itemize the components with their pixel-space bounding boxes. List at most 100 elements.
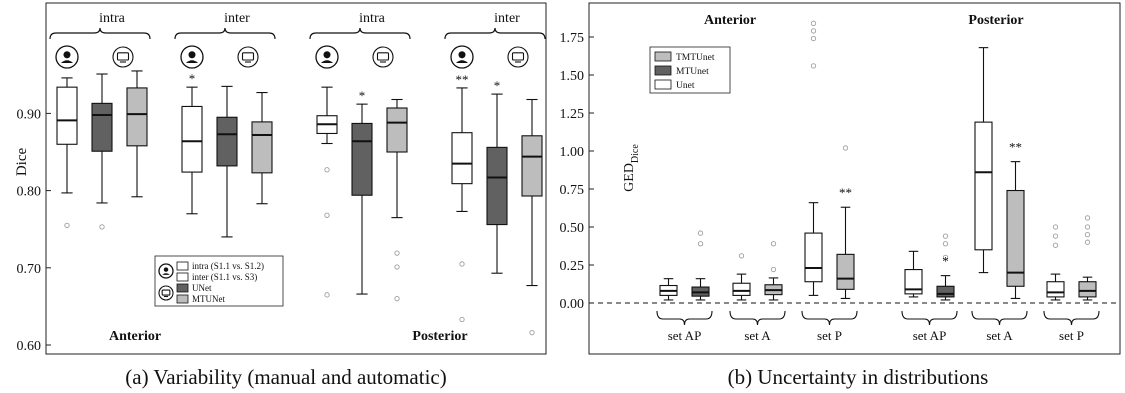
person-icon (315, 45, 339, 69)
panel-a-y-axis: 0.60 0.70 0.80 0.90 (17, 107, 51, 354)
outlier-point (394, 250, 400, 256)
panel-b-section-posterior: Posterior (968, 13, 1023, 28)
person-icon (450, 45, 474, 69)
y-tick-label: 0.70 (17, 262, 42, 277)
outlier-point (810, 28, 817, 34)
legend-swatch (176, 261, 189, 271)
outlier-point (64, 222, 70, 228)
box-iqr (804, 232, 823, 283)
legend-swatch (654, 51, 672, 62)
box-plot (521, 98, 543, 336)
significance-marker: * (494, 78, 501, 93)
person-icon (158, 263, 174, 279)
significance-marker: * (359, 88, 366, 103)
box-plot (691, 230, 710, 301)
group-label: set A (986, 328, 1013, 343)
outlier-point (942, 241, 949, 247)
group-label: inter (224, 11, 250, 26)
panel-b-group-labels: set AP set A set P set AP set A set P (656, 310, 1100, 343)
box-iqr (836, 253, 855, 290)
outlier-point (770, 241, 777, 247)
box-iqr (251, 121, 273, 174)
outlier-point (738, 253, 745, 259)
person-icon-body (185, 60, 199, 64)
outlier-point (529, 329, 535, 336)
group-label: set P (817, 328, 842, 343)
box-plot: ** (451, 72, 473, 323)
box-iqr (1078, 281, 1097, 298)
box-plot: ** (836, 145, 855, 299)
outlier-point (810, 35, 817, 42)
box-plot (316, 86, 338, 298)
group-brace (444, 27, 546, 40)
box-plot (764, 241, 783, 301)
person-icon-head (458, 51, 466, 59)
box-iqr (521, 135, 543, 197)
person-icon (55, 45, 79, 69)
box-plot (659, 278, 678, 301)
box-plot (126, 70, 148, 198)
outlier-point (810, 20, 817, 26)
legend-label: Unet (676, 81, 695, 91)
panel-b-legend: TMTUnet MTUnet Unet (649, 46, 731, 94)
outlier-point (1084, 215, 1091, 221)
box-plot (91, 73, 113, 230)
significance-marker: ** (456, 72, 469, 87)
outlier-point (1084, 224, 1091, 230)
box-iqr (486, 146, 508, 226)
outlier-point (459, 261, 465, 267)
box-iqr (974, 121, 993, 251)
panel-b-y-axis: 0.00 0.25 0.50 0.75 1.00 1.25 1.50 1.75 (560, 31, 1120, 312)
group-label: set P (1059, 328, 1084, 343)
outlier-point (1084, 231, 1091, 238)
caption-a: (a) Variability (manual and automatic) (125, 365, 447, 389)
outlier-point (1052, 242, 1059, 248)
outlier-point (810, 63, 817, 69)
person-icon-head (63, 51, 71, 59)
y-tick-label: 0.50 (560, 221, 585, 236)
box-iqr (1006, 189, 1025, 287)
outlier-point (394, 264, 400, 270)
panel-a-legend: intra (S1.1 vs. S1.2)inter (S1.1 vs. S3)… (154, 255, 284, 307)
significance-marker: * (189, 71, 196, 86)
computer-icon (372, 46, 394, 68)
computer-icon-screen (511, 52, 525, 61)
person-icon-head (163, 267, 169, 272)
group-label: intra (99, 11, 125, 26)
legend-label: intra (S1.1 vs. S1.2) (192, 261, 264, 271)
outlier-point (770, 266, 777, 273)
box-plot (732, 253, 751, 301)
caption-b: (b) Uncertainty in distributions (728, 365, 989, 389)
box-plot: * (486, 78, 508, 274)
panel-b-uncertainty: GEDDice 0.00 0.25 0.50 0.75 1.00 1.25 1.50 1.75… (560, 2, 1121, 355)
outlier-point (842, 145, 849, 151)
group-label: intra (359, 11, 385, 26)
significance-marker: ** (839, 185, 852, 200)
group-label: inter (494, 11, 520, 26)
box-plot (904, 250, 923, 298)
outlier-point (324, 292, 330, 298)
person-icon-body (455, 60, 469, 64)
box-iqr (91, 102, 113, 152)
outlier-point (324, 212, 330, 218)
box-plot (1078, 215, 1097, 301)
outlier-point (697, 241, 704, 247)
legend-swatch (176, 294, 189, 304)
box-iqr (216, 116, 238, 167)
panel-a-section-posterior: Posterior (412, 329, 467, 344)
outlier-point (1052, 233, 1059, 239)
y-tick-label: 1.25 (560, 107, 585, 122)
panel-b-section-anterior: Anterior (704, 13, 756, 28)
legend-frame (154, 255, 284, 307)
box-iqr (181, 105, 203, 173)
outlier-point (99, 224, 105, 230)
legend-swatch (176, 283, 189, 293)
legend-label: MTUNet (192, 294, 225, 304)
panel-b-frame (588, 2, 1121, 355)
outlier-point (942, 233, 949, 239)
panel-a-ylabel: Dice (14, 148, 30, 177)
legend-swatch (654, 65, 672, 76)
y-tick-label: 0.25 (560, 259, 585, 274)
group-brace (901, 310, 958, 326)
y-tick-label: 0.75 (560, 183, 585, 198)
